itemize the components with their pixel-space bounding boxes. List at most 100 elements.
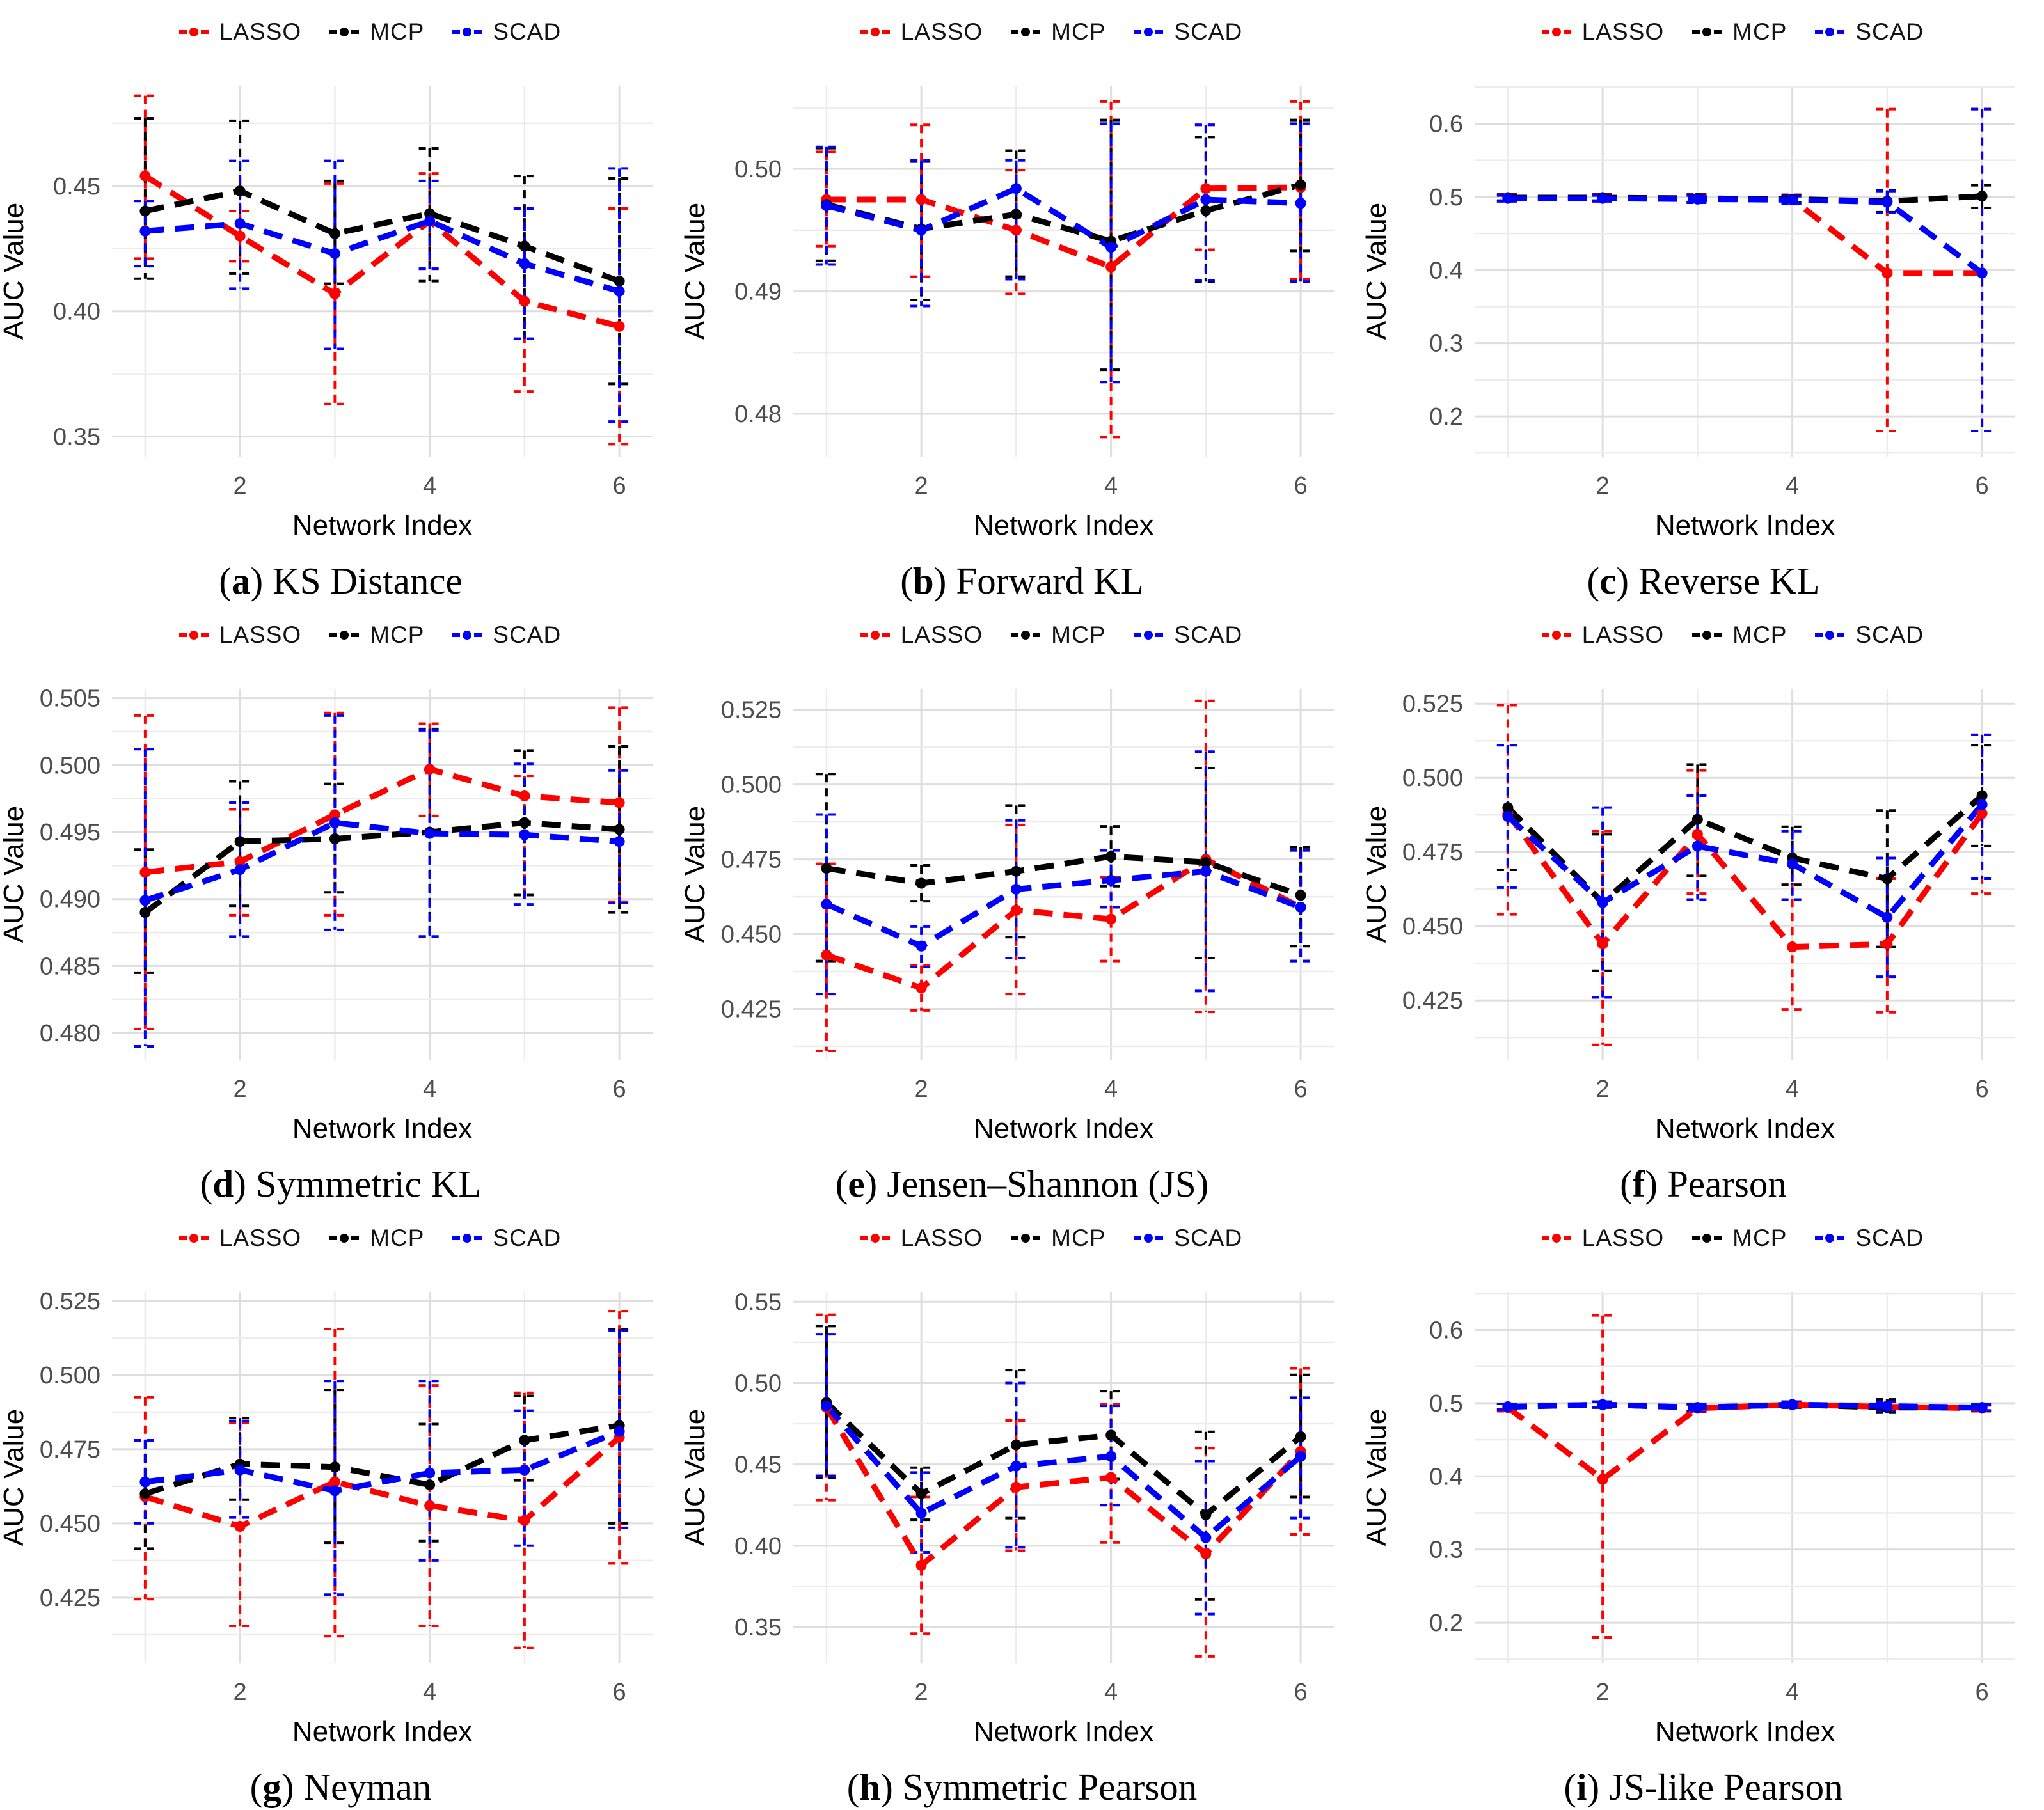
data-point-scad (139, 895, 151, 906)
error-bar-lasso (134, 94, 156, 260)
data-point-mcp (424, 1479, 436, 1491)
legend-dot-icon (1021, 631, 1031, 640)
y-tick-label: 0.6 (1429, 111, 1463, 138)
error-bar-scad (134, 1439, 156, 1525)
caption-title: Jensen–Shannon (JS) (887, 1163, 1209, 1205)
chart-legend: LASSO MCP SCAD (860, 1223, 1242, 1254)
data-point-scad (424, 216, 436, 227)
legend-item-label: MCP (1732, 19, 1787, 45)
legend-key-icon (1011, 1232, 1041, 1245)
legend-dot-icon (340, 1234, 349, 1243)
data-point-mcp (1691, 814, 1703, 825)
y-axis-title: AUC Value (1363, 203, 1392, 340)
data-point-mcp (1010, 865, 1022, 877)
legend-item-label: MCP (1732, 1225, 1787, 1251)
caption-title: JS-like Pearson (1609, 1766, 1843, 1808)
legend-item-label: MCP (1051, 622, 1106, 648)
data-point-scad (424, 1467, 436, 1479)
legend-item-mcp: MCP (1692, 1225, 1787, 1252)
legend-item-lasso: LASSO (860, 622, 983, 649)
chart-caption: gNeyman (250, 1765, 432, 1809)
error-bar-lasso (1100, 1403, 1122, 1544)
series-line-lasso (824, 1406, 1303, 1568)
data-point-scad (1597, 897, 1608, 908)
chart-caption: hSymmetric Pearson (847, 1765, 1198, 1809)
legend-key-icon (1134, 629, 1164, 641)
data-point-lasso (234, 230, 246, 242)
legend-key-icon (860, 1232, 890, 1245)
series-line-mcp (824, 1400, 1303, 1518)
y-tick-label: 0.525 (1402, 691, 1463, 718)
data-point-lasso (1882, 267, 1893, 279)
legend-key-icon (329, 629, 360, 641)
legend-dot-icon (1702, 1234, 1712, 1243)
legend-dot-icon (1144, 631, 1153, 640)
legend-item-label: SCAD (1174, 622, 1243, 648)
data-point-mcp (1295, 179, 1306, 191)
series-line-scad (824, 1404, 1303, 1541)
legend-dot-icon (1825, 28, 1835, 36)
legend-item-label: MCP (370, 19, 425, 45)
y-tick-label: 0.48 (734, 401, 782, 428)
x-axis-title: Network Index (974, 1716, 1153, 1747)
data-point-lasso (519, 295, 530, 307)
x-tick-label: 4 (1104, 1679, 1118, 1706)
data-point-mcp (1976, 790, 1988, 801)
series-line-mcp (144, 1422, 620, 1497)
data-point-scad (614, 836, 625, 847)
legend-key-icon (860, 629, 890, 641)
caption-title: Pearson (1667, 1163, 1787, 1205)
data-point-scad (821, 1400, 832, 1412)
data-point-mcp (139, 205, 151, 217)
legend-dot-icon (1021, 1234, 1031, 1243)
legend-key-icon (1011, 26, 1041, 38)
x-axis-title: Network Index (292, 1716, 472, 1747)
legend-item-label: LASSO (219, 19, 302, 45)
legend-item-label: SCAD (1855, 19, 1924, 45)
legend-key-icon (1815, 1232, 1845, 1245)
data-point-lasso (1976, 808, 1988, 819)
legend-key-icon (1815, 629, 1845, 641)
data-point-scad (1691, 1402, 1703, 1413)
data-point-mcp (1105, 1429, 1117, 1441)
y-tick-label: 0.425 (40, 1585, 100, 1612)
y-tick-label: 0.2 (1429, 1610, 1463, 1637)
error-bar-scad (608, 769, 631, 905)
legend-item-lasso: LASSO (1541, 622, 1664, 649)
x-tick-label: 4 (1104, 473, 1118, 500)
legend-dot-icon (463, 1234, 472, 1243)
data-point-mcp (1882, 873, 1893, 885)
legend-key-icon (1541, 1232, 1571, 1245)
x-tick-label: 6 (1976, 473, 1989, 500)
y-axis-title: AUC Value (0, 1409, 29, 1546)
error-bar-mcp (1971, 184, 1993, 210)
data-point-lasso (915, 1559, 927, 1571)
y-tick-label: 0.3 (1429, 1537, 1463, 1564)
data-point-lasso (234, 856, 246, 867)
series-line-lasso (1505, 812, 1985, 950)
subplot-c: LASSO MCP SCAD 0.2 0.3 0.4 0.5 0.6 2 4 6 Network… (1363, 0, 2044, 603)
y-tick-label: 0.450 (721, 922, 782, 948)
legend-dot-icon (189, 631, 198, 640)
legend-item-scad: SCAD (1815, 1225, 1924, 1252)
data-point-lasso (139, 867, 151, 878)
data-point-lasso (424, 764, 436, 775)
legend-item-label: LASSO (900, 1225, 983, 1251)
data-point-mcp (329, 228, 340, 239)
caption-letter: g (250, 1766, 294, 1808)
x-tick-label: 2 (234, 1076, 247, 1103)
error-bar-lasso (324, 182, 346, 405)
legend-dot-icon (1144, 28, 1153, 36)
legend-item-scad: SCAD (452, 19, 561, 45)
data-point-scad (329, 1485, 340, 1497)
error-bar-scad (324, 159, 346, 350)
y-tick-label: 0.5 (1429, 1390, 1463, 1417)
y-tick-label: 0.50 (734, 1370, 782, 1397)
y-tick-label: 0.525 (40, 1288, 100, 1315)
legend-dot-icon (1825, 631, 1835, 640)
x-tick-label: 4 (1786, 473, 1799, 500)
data-point-scad (1976, 799, 1988, 810)
legend-key-icon (1541, 629, 1571, 641)
subplot-a: LASSO MCP SCAD 0.35 0.40 0.45 2 4 6 Network In… (0, 0, 681, 603)
